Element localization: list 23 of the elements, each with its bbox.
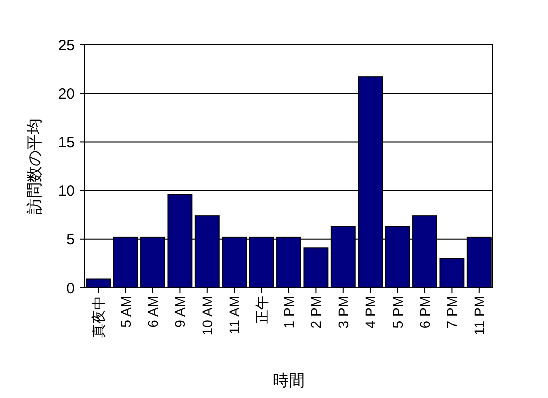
x-axis-title: 時間 [273, 372, 305, 390]
x-tick-label: 9 AM [172, 296, 188, 328]
y-tick-label: 0 [66, 280, 75, 298]
x-tick-label: 7 PM [444, 296, 460, 329]
x-tick-label: 11 AM [226, 296, 243, 335]
x-tick-label: 3 PM [335, 296, 352, 329]
y-tick-label: 25 [58, 37, 75, 54]
x-tick-label: 11 PM [471, 296, 488, 336]
x-tick-label: 5 AM [118, 296, 134, 328]
x-tick-label: 真夜中 [90, 296, 107, 338]
x-tick-label: 2 PM [308, 296, 324, 329]
y-tick-label: 10 [58, 183, 75, 200]
x-tick-label: 1 PM [281, 296, 297, 329]
x-tick-label: 10 AM [199, 296, 216, 336]
x-tick-label: 6 PM [417, 296, 433, 329]
x-tick-label: 6 AM [145, 296, 161, 328]
x-tick-label: 5 PM [390, 296, 406, 329]
y-axis-title: 訪問数の平均 [26, 118, 44, 214]
y-tick-label: 5 [66, 232, 75, 249]
y-tick-label: 15 [58, 134, 75, 152]
y-tick-label: 20 [58, 86, 75, 103]
x-tick-label: 正午 [254, 296, 270, 324]
x-tick-label: 4 PM [362, 296, 379, 329]
